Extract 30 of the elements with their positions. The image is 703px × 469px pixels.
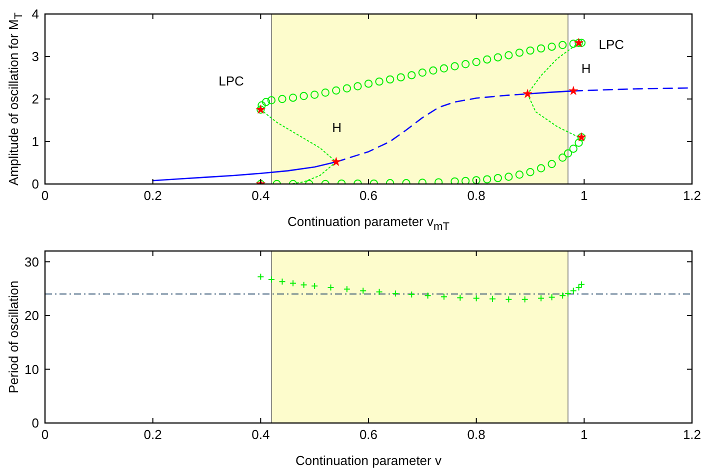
x-tick-label: 0.4 [252, 427, 270, 442]
x-tick-label: 0.6 [359, 188, 378, 203]
annotation: LPC [598, 36, 624, 52]
annotation: LPC [218, 74, 244, 89]
x-tick-label: 0.2 [144, 188, 162, 203]
x-tick-label: 0.8 [467, 427, 486, 442]
x-axis-title: Continuation parameter v$_{mT}$ [288, 214, 450, 234]
y-tick-label: 4 [32, 6, 39, 22]
x-tick-label: 1.2 [682, 188, 702, 203]
x-tick-label: 0.2 [144, 427, 162, 442]
y-tick-label: 3 [32, 49, 39, 64]
x-tick-label: 0 [41, 188, 49, 203]
x-axis-title: Continuation parameter v [296, 453, 442, 468]
x-tick-label: 1.2 [682, 427, 702, 442]
y-tick-label: 2 [32, 92, 39, 106]
annotation: H [581, 60, 591, 76]
y-tick-label: 0 [32, 176, 39, 192]
y-tick-label: 30 [24, 254, 39, 270]
x-tick-label: 0.6 [359, 427, 378, 442]
y-tick-label: 0 [32, 416, 39, 430]
y-tick-label: 10 [24, 362, 39, 377]
x-tick-label: 0 [41, 427, 49, 442]
x-tick-label: 0.4 [252, 188, 270, 203]
y-axis-title: Period of oscillation [6, 280, 21, 394]
x-tick-label: 1 [580, 427, 588, 442]
x-tick-label: 0.8 [467, 188, 486, 203]
annotation: H [332, 120, 342, 135]
y-tick-label: 20 [24, 308, 39, 323]
x-tick-label: 1 [580, 188, 588, 203]
y-tick-label: 1 [32, 134, 39, 149]
